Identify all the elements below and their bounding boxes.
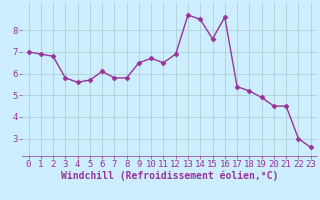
X-axis label: Windchill (Refroidissement éolien,°C): Windchill (Refroidissement éolien,°C) bbox=[61, 171, 278, 181]
